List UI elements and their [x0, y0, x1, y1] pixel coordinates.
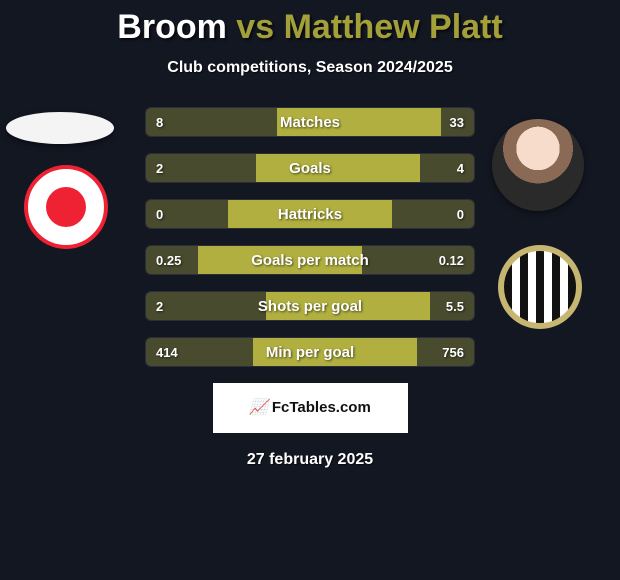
player1-avatar — [6, 112, 114, 144]
badge-text: FcTables.com — [272, 399, 371, 416]
stat-label: Matches — [146, 108, 474, 136]
player2-name: Matthew Platt — [284, 8, 503, 46]
stat-row: Hattricks0 0 — [145, 199, 475, 229]
page-title: Broom vs Matthew Platt — [0, 0, 620, 47]
stat-label: Hattricks — [146, 200, 474, 228]
stat-row: Goals per match0.25 0.12 — [145, 245, 475, 275]
stats-bars: Matches833Goals24Hattricks00Goals per ma… — [145, 107, 475, 367]
player2-avatar — [492, 119, 584, 211]
stat-value-right: 33 — [440, 108, 474, 137]
stat-value-right: 0.12 — [429, 246, 474, 275]
stat-row: Goals2 4 — [145, 153, 475, 183]
stat-value-right: 0 — [447, 200, 474, 229]
vs-text: vs — [236, 8, 274, 46]
subtitle: Club competitions, Season 2024/2025 — [0, 59, 620, 77]
stat-row: Min per goal414 756 — [145, 337, 475, 367]
date: 27 february 2025 — [0, 451, 620, 469]
player1-club-crest — [24, 165, 108, 249]
stat-value-left: 2 — [146, 154, 173, 183]
stat-value-right: 756 — [432, 338, 474, 367]
source-badge: 📈FcTables.com — [213, 383, 408, 433]
stat-value-left: 2 — [146, 292, 173, 321]
stat-value-left: 8 — [146, 108, 173, 137]
stat-value-left: 414 — [146, 338, 188, 367]
stat-value-left: 0 — [146, 200, 173, 229]
stat-row: Matches8 33 — [145, 107, 475, 137]
stat-value-right: 5.5 — [436, 292, 474, 321]
stat-label: Min per goal — [146, 338, 474, 366]
stat-value-left: 0.25 — [146, 246, 191, 275]
stat-label: Goals per match — [146, 246, 474, 274]
content: Matches833Goals24Hattricks00Goals per ma… — [0, 107, 620, 469]
stat-row: Shots per goal2 5.5 — [145, 291, 475, 321]
stat-label: Goals — [146, 154, 474, 182]
chart-icon: 📈 — [249, 399, 268, 416]
stat-label: Shots per goal — [146, 292, 474, 320]
player1-name: Broom — [117, 8, 227, 46]
stat-value-right: 4 — [447, 154, 474, 183]
player2-club-crest — [498, 245, 582, 329]
